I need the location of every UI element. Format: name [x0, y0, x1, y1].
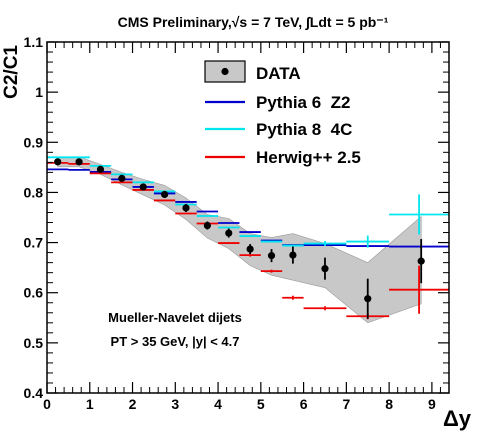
axes-layer: 0.4 0.5 0.6 0.7 0.8 0.9 1 1.1 0 1 2 3 4 5 6 7 8 9: [24, 34, 450, 412]
y-tick-label-5: 0.9: [24, 134, 44, 150]
data-point-12: [321, 265, 329, 273]
data-point-10: [267, 252, 276, 260]
x-tick-label-9: 9: [428, 396, 436, 412]
legend-label-data: DATA: [256, 64, 301, 83]
data-point-2: [96, 165, 105, 173]
data-point-4: [139, 183, 147, 191]
data-systematic-band: [57, 156, 422, 324]
data-point-7: [203, 221, 211, 230]
y-tick-label-7: 1.1: [24, 34, 44, 50]
x-tick-label-1: 1: [86, 396, 94, 412]
annotation-cuts: PT > 35 GeV, |y| < 4.7: [111, 334, 240, 349]
data-point-8: [225, 229, 233, 237]
x-tick-label-7: 7: [342, 396, 350, 412]
x-tick-label-8: 8: [385, 396, 393, 412]
data-point-6: [182, 204, 190, 212]
data-point-13: [364, 295, 372, 303]
legend-marker-data: [221, 67, 229, 76]
chart-title: CMS Preliminary,√s = 7 TeV, ∫Ldt = 5 pb⁻…: [118, 14, 389, 31]
y-tick-label-2: 0.6: [24, 285, 44, 301]
data-point-5: [161, 190, 169, 199]
y-tick-label-3: 0.7: [24, 235, 44, 251]
data-point-9: [246, 245, 254, 253]
y-tick-label-4: 0.8: [24, 184, 44, 200]
data-points-layer: [54, 158, 425, 319]
data-point-3: [118, 174, 126, 182]
x-tick-label-0: 0: [43, 396, 51, 412]
plot-frame: [46, 41, 450, 394]
data-point-14: [417, 257, 425, 265]
x-tick-label-5: 5: [257, 396, 265, 412]
data-point-11: [289, 251, 297, 259]
y-tick-label-1: 0.5: [24, 335, 44, 351]
legend: DATA Pythia 6 Z2 Pythia 8 4C Herwig++ 2.…: [204, 60, 361, 167]
data-point-0: [54, 158, 62, 166]
systematic-band-layer: [57, 156, 422, 324]
data-point-1: [75, 158, 83, 166]
legend-label-pythia6: Pythia 6 Z2: [256, 93, 350, 112]
x-tick-label-3: 3: [171, 396, 179, 412]
legend-label-pythia8: Pythia 8 4C: [256, 120, 352, 139]
y-tick-label-0: 0.4: [24, 385, 44, 401]
x-tick-label-2: 2: [129, 396, 137, 412]
legend-label-herwig: Herwig++ 2.5: [256, 148, 361, 167]
y-axis-label: C2/C1: [1, 45, 22, 99]
x-tick-label-4: 4: [214, 396, 222, 412]
x-tick-label-6: 6: [300, 396, 308, 412]
annotation-selection: Mueller-Navelet dijets: [108, 310, 242, 325]
x-axis-label: Δy: [443, 406, 472, 431]
y-tick-label-6: 1: [35, 84, 43, 100]
